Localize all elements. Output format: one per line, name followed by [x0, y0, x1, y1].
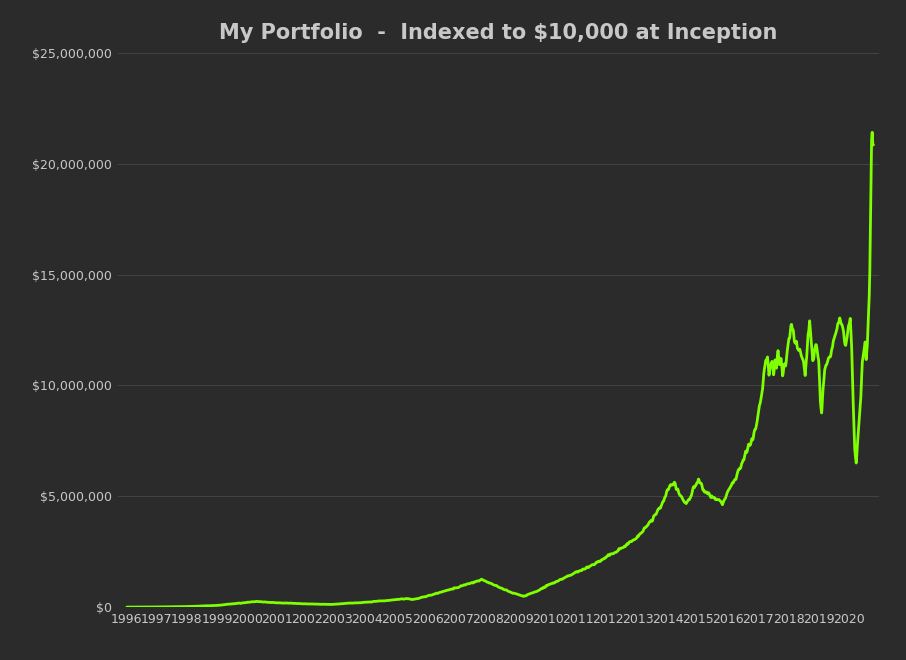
Title: My Portfolio  -  Indexed to $10,000 at Inception: My Portfolio - Indexed to $10,000 at Inc…: [219, 23, 777, 43]
